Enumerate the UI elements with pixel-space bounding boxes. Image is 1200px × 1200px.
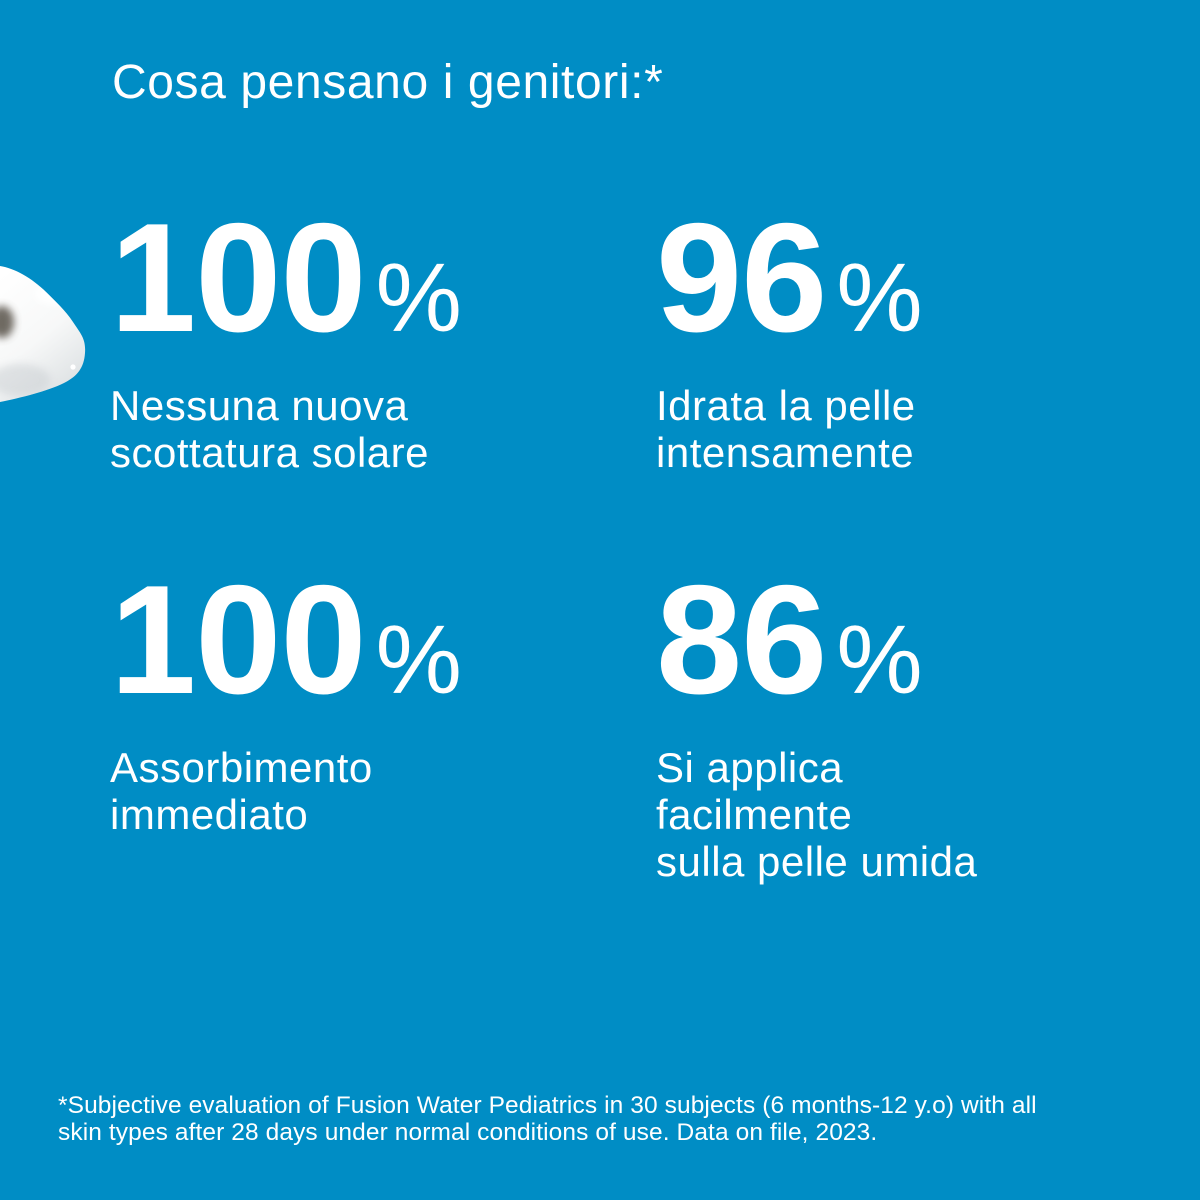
stat-value: 100% [110, 200, 590, 355]
stat-value: 96% [656, 200, 1136, 355]
cream-blob-graphic [0, 266, 86, 402]
stat-value-number: 100 [110, 553, 367, 726]
percent-sign: % [375, 243, 462, 352]
stat-label: Si applica facilmente sulla pelle umida [656, 744, 978, 885]
percent-sign: % [836, 243, 923, 352]
stat-value: 100% [110, 562, 590, 717]
percent-sign: % [375, 605, 462, 714]
stat-card-immediate-absorption: 100% Assorbimento immediato [110, 562, 590, 838]
page-title: Cosa pensano i genitori:* [112, 56, 664, 109]
stat-label: Idrata la pelle intensamente [656, 382, 916, 476]
stat-card-applies-easily: 86% Si applica facilmente sulla pelle um… [656, 562, 1136, 885]
stat-card-hydrates-skin: 96% Idrata la pelle intensamente [656, 200, 1136, 476]
stat-value: 86% [656, 562, 1136, 717]
stat-value-number: 96 [656, 191, 827, 364]
stat-label: Assorbimento immediato [110, 744, 373, 838]
stat-value-number: 100 [110, 191, 367, 364]
stat-label: Nessuna nuova scottatura solare [110, 382, 429, 476]
percent-sign: % [836, 605, 923, 714]
highlight-dot [70, 364, 76, 370]
stat-card-no-new-sunburn: 100% Nessuna nuova scottatura solare [110, 200, 590, 476]
footnote-disclaimer: *Subjective evaluation of Fusion Water P… [58, 1092, 1037, 1146]
stat-value-number: 86 [656, 553, 827, 726]
